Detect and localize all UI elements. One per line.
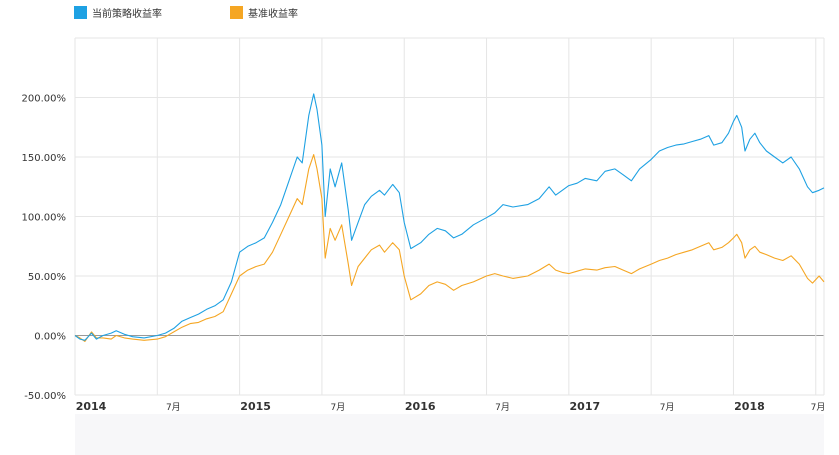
series-group <box>74 93 825 342</box>
y-tick-label: 0.00% <box>34 332 66 343</box>
legend: 当前策略收益率 基准收益率 <box>74 5 298 20</box>
x-tick-label: 7月 <box>660 402 675 413</box>
y-tick-label: 100.00% <box>22 213 67 224</box>
x-axis: 2014 7月 2015 7月 2016 7月 2017 7月 2018 7月 <box>76 400 826 413</box>
grid <box>74 37 825 396</box>
x-tick-label: 7月 <box>166 402 181 413</box>
series-line-strategy[interactable] <box>74 93 825 341</box>
y-axis: -50.00% 0.00% 50.00% 100.00% 150.00% 200.00% <box>22 94 67 403</box>
legend-label-benchmark: 基准收益率 <box>248 9 298 20</box>
x-tick-label: 2016 <box>405 400 436 413</box>
y-tick-label: 200.00% <box>22 94 67 105</box>
legend-item-strategy[interactable]: 当前策略收益率 <box>74 5 162 20</box>
x-tick-label: 2015 <box>240 400 271 413</box>
legend-label-strategy: 当前策略收益率 <box>92 9 162 20</box>
legend-swatch-benchmark <box>230 6 243 19</box>
x-tick-label: 7月 <box>811 402 826 413</box>
y-tick-label: -50.00% <box>24 391 66 402</box>
x-tick-label: 2018 <box>734 400 765 413</box>
series-line-benchmark[interactable] <box>74 154 825 342</box>
x-tick-label: 7月 <box>495 402 510 413</box>
x-tick-label: 2017 <box>570 400 601 413</box>
x-tick-label: 7月 <box>331 402 346 413</box>
legend-item-benchmark[interactable]: 基准收益率 <box>230 5 298 20</box>
legend-swatch-strategy <box>74 6 87 19</box>
y-tick-label: 50.00% <box>28 272 66 283</box>
navigator-band <box>75 414 824 455</box>
y-tick-label: 150.00% <box>22 153 67 164</box>
x-tick-label: 2014 <box>76 400 107 413</box>
